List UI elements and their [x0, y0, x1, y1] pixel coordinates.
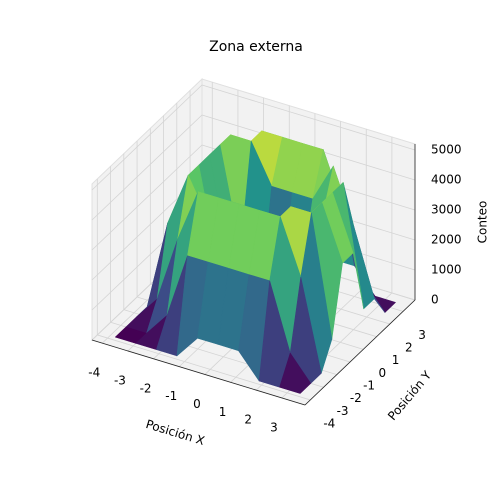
surface: [115, 130, 396, 394]
z-tick-label: 3000: [431, 203, 462, 217]
z-grid-line: [201, 84, 416, 151]
z-tick-label: 2000: [431, 233, 462, 247]
x-tick-label: -2: [140, 381, 152, 395]
y-tick-label: -4: [323, 416, 335, 430]
x-tick-label: 0: [193, 397, 201, 411]
x-tick-label: 2: [244, 413, 252, 427]
y-tick-label: 3: [418, 328, 426, 342]
z-axis-label: Conteo: [476, 201, 490, 244]
z-tick-label: 4000: [431, 173, 462, 187]
z-grid-line: [91, 144, 203, 251]
z-tick-label: 0: [431, 293, 439, 307]
y-tick-label: 2: [405, 341, 413, 355]
z-tick-label: 1000: [431, 263, 462, 277]
x-tick-label: -4: [88, 366, 100, 380]
x-tick-label: -1: [165, 389, 177, 403]
y-tick-label: -1: [363, 378, 375, 392]
y-grid-line: [97, 334, 311, 401]
y-tick-label: 0: [378, 366, 386, 380]
y-tick-label: 1: [392, 353, 400, 367]
y-tick-label: -3: [337, 404, 349, 418]
y-tick-label: -2: [350, 391, 362, 405]
x-tick-label: -3: [114, 373, 126, 387]
z-grid-line: [91, 84, 203, 191]
z-grid-line: [91, 114, 203, 221]
x-tick-label: 3: [270, 420, 278, 434]
z-tick-label: 5000: [431, 143, 462, 157]
surface-face: [279, 352, 312, 394]
x-axis: [91, 339, 306, 406]
x-tick-label: 1: [219, 405, 227, 419]
chart-title: Zona externa: [209, 39, 303, 55]
y-axis: [304, 299, 416, 406]
